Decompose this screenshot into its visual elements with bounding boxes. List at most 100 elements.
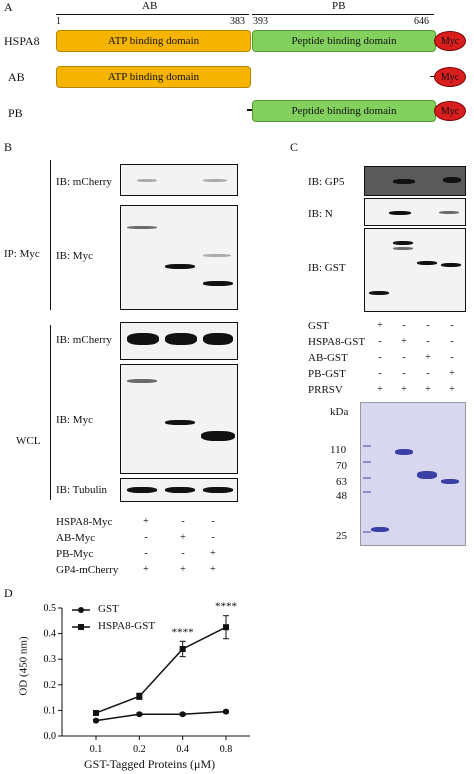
panel-c-letter: C bbox=[290, 140, 299, 154]
panel-b-letter: B bbox=[4, 140, 13, 154]
panel-a-letter: A bbox=[4, 0, 13, 14]
binding-line-chart: 0.0 0.1 0.2 0.3 0.4 0.5 0.1 0.2 0.4 0.8 **** **** bbox=[44, 601, 250, 755]
b-row-pb-myc: PB-Myc bbox=[56, 548, 94, 560]
sign: - bbox=[450, 320, 454, 331]
legend-marker-hspa8-gst bbox=[78, 624, 84, 630]
b-ib-mcherry-wcl: IB: mCherry bbox=[56, 334, 112, 346]
pb-start-marker bbox=[247, 109, 253, 111]
sign: - bbox=[181, 516, 185, 527]
peptide-label: Peptide binding domain bbox=[291, 105, 397, 117]
sign: + bbox=[449, 384, 455, 395]
sign: + bbox=[180, 564, 186, 575]
sign: - bbox=[402, 368, 406, 379]
marker-63: 63 bbox=[336, 476, 347, 488]
myc-label: Myc bbox=[440, 105, 460, 117]
b-ib-myc-wcl: IB: Myc bbox=[56, 414, 93, 426]
sign: - bbox=[378, 368, 382, 379]
pb-peptide-domain: Peptide binding domain bbox=[252, 100, 436, 122]
marker-48: 48 bbox=[336, 490, 347, 502]
data-point bbox=[179, 645, 186, 652]
myc-label: Myc bbox=[440, 35, 460, 47]
sign: + bbox=[143, 516, 149, 527]
row-pb-label: PB bbox=[8, 106, 23, 120]
sign: - bbox=[426, 336, 430, 347]
x-tick-label: 0.1 bbox=[90, 744, 103, 755]
sign: - bbox=[181, 548, 185, 559]
data-point bbox=[136, 693, 143, 700]
sign: + bbox=[180, 532, 186, 543]
blot-wcl-myc bbox=[120, 364, 238, 474]
sign: + bbox=[401, 384, 407, 395]
c-row-prrsv: PRRSV bbox=[308, 384, 343, 396]
significance-label: **** bbox=[172, 626, 194, 638]
pos-383: 383 bbox=[230, 16, 245, 27]
data-point bbox=[223, 624, 229, 631]
blot-ip-myc bbox=[120, 205, 238, 310]
sign: - bbox=[450, 336, 454, 347]
b-row-hspa8-myc: HSPA8-Myc bbox=[56, 516, 113, 528]
pb-scale-line bbox=[252, 14, 434, 15]
data-point bbox=[93, 717, 99, 724]
data-point bbox=[223, 708, 229, 715]
x-axis-label: GST-Tagged Proteins (μM) bbox=[84, 757, 216, 771]
series-line-gst bbox=[95, 710, 227, 722]
blot-gst bbox=[364, 228, 466, 312]
wcl-label: WCL bbox=[16, 435, 41, 447]
coomassie-gel bbox=[360, 402, 466, 546]
y-tick-label: 0.1 bbox=[44, 705, 57, 716]
ab-myc-tag: Myc bbox=[434, 67, 466, 87]
sign: - bbox=[450, 352, 454, 363]
blot-gp5 bbox=[364, 166, 466, 196]
x-tick-label: 0.8 bbox=[220, 744, 233, 755]
marker-25: 25 bbox=[336, 530, 347, 542]
ab-top-label: AB bbox=[142, 0, 158, 12]
sign: - bbox=[402, 320, 406, 331]
blot-wcl-tubulin bbox=[120, 478, 238, 502]
c-ib-n: IB: N bbox=[308, 208, 333, 220]
ip-bracket bbox=[50, 160, 51, 310]
panel-d-letter: D bbox=[4, 586, 13, 600]
sign: - bbox=[144, 548, 148, 559]
y-tick-label: 0.5 bbox=[44, 603, 57, 614]
c-ib-gst: IB: GST bbox=[308, 262, 346, 274]
sign: + bbox=[425, 384, 431, 395]
sign: + bbox=[210, 548, 216, 559]
atp-label: ATP binding domain bbox=[107, 71, 200, 83]
blot-n bbox=[364, 198, 466, 226]
marker-110: 110 bbox=[330, 444, 347, 456]
series-line-hspa8-gst bbox=[95, 626, 227, 714]
sign: - bbox=[402, 352, 406, 363]
ip-label: IP: Myc bbox=[4, 248, 40, 260]
y-tick-label: 0.4 bbox=[44, 629, 57, 640]
sign: + bbox=[143, 564, 149, 575]
c-row-gst: GST bbox=[308, 320, 329, 332]
y-axis-label: OD (450 nm) bbox=[17, 636, 30, 696]
pos-646: 646 bbox=[414, 16, 429, 27]
data-point bbox=[179, 711, 186, 718]
x-tick-label: 0.4 bbox=[176, 744, 189, 755]
legend-marker-gst bbox=[78, 607, 84, 613]
sign: + bbox=[425, 352, 431, 363]
sign: - bbox=[378, 336, 382, 347]
hspa8-atp-domain: ATP binding domain bbox=[56, 30, 251, 52]
sign: - bbox=[144, 532, 148, 543]
marker-70: 70 bbox=[336, 460, 347, 472]
sign: + bbox=[401, 336, 407, 347]
peptide-label: Peptide binding domain bbox=[291, 35, 397, 47]
hspa8-peptide-domain: Peptide binding domain bbox=[252, 30, 436, 52]
b-row-ab-myc: AB-Myc bbox=[56, 532, 96, 544]
c-row-ab-gst: AB-GST bbox=[308, 352, 348, 364]
legend-hspa8-gst: HSPA8-GST bbox=[98, 620, 156, 632]
atp-label: ATP binding domain bbox=[107, 35, 200, 47]
row-ab-label: AB bbox=[8, 70, 25, 84]
b-ib-mcherry-ip: IB: mCherry bbox=[56, 176, 112, 188]
kda-label: kDa bbox=[330, 406, 349, 418]
hspa8-myc-tag: Myc bbox=[434, 31, 466, 51]
legend-gst: GST bbox=[98, 603, 119, 615]
c-row-pb-gst: PB-GST bbox=[308, 368, 346, 380]
pb-top-label: PB bbox=[332, 0, 346, 12]
sign: - bbox=[211, 516, 215, 527]
blot-ip-mcherry bbox=[120, 164, 238, 196]
ab-linker bbox=[430, 76, 435, 77]
myc-label: Myc bbox=[440, 71, 460, 83]
